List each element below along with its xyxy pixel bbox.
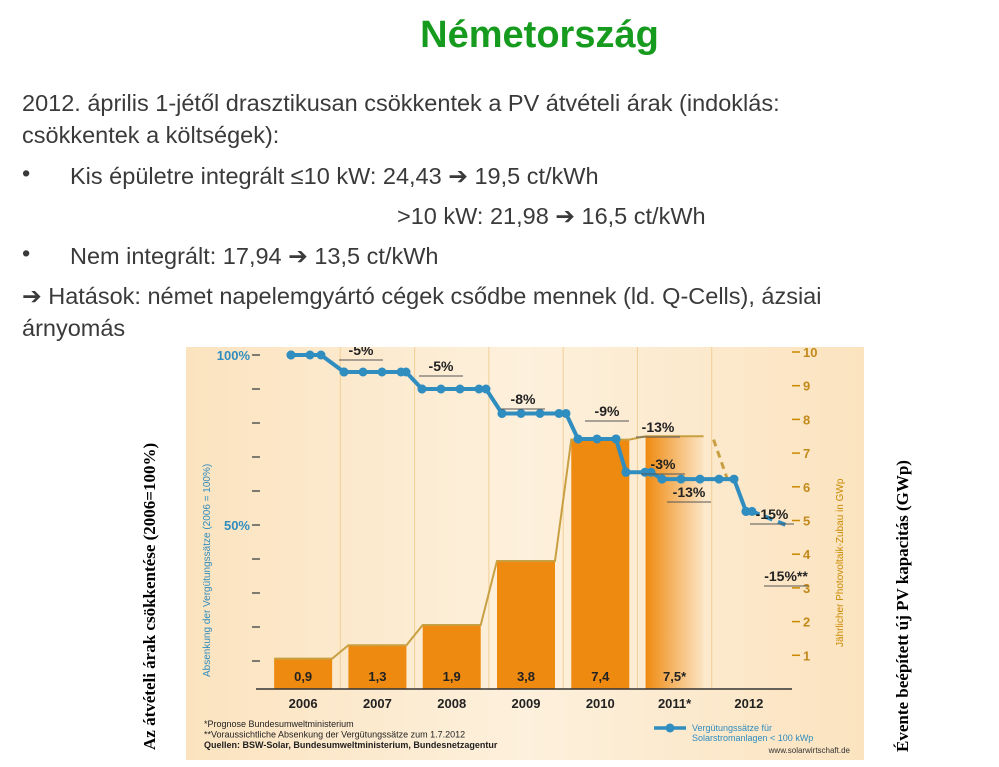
bullet-1-text: Kis épületre integrált ≤10 kW: 24,43 ➔ 1… — [70, 163, 599, 189]
tariff-point — [481, 384, 491, 394]
tariff-point — [741, 506, 751, 516]
intro-line-1: 2012. április 1-jétől drasztikusan csökk… — [22, 90, 780, 116]
tariff-point — [657, 474, 667, 484]
right-axis-label: 7 — [803, 446, 810, 461]
left-axis-label: 100% — [217, 348, 251, 363]
tariff-point — [611, 434, 621, 444]
tariff-point — [377, 367, 387, 377]
right-axis-label: 6 — [803, 480, 810, 495]
bar-2009 — [497, 560, 555, 689]
chart-svg: 100% 50% Absenkung der Vergütungssätze (20… — [186, 342, 864, 760]
x-tick-label: 2006 — [289, 696, 318, 711]
x-tick-label: 2008 — [437, 696, 466, 711]
bullet-2-dot: • — [22, 240, 31, 266]
x-tick-label: 2009 — [512, 696, 541, 711]
right-axis-label: 8 — [803, 412, 810, 427]
right-axis-label: 9 — [803, 379, 810, 394]
bar-2010 — [571, 439, 630, 689]
bar-label: 0,9 — [294, 669, 312, 684]
tariff-point — [695, 474, 705, 484]
step-label: -15% — [756, 506, 789, 522]
right-axis-label: 1 — [803, 648, 810, 663]
tariff-point — [516, 408, 526, 418]
left-axis-title: Absenkung der Vergütungssätze (2006 = 10… — [202, 464, 213, 677]
bullet-1-dot: • — [22, 160, 31, 186]
step-label: -5% — [429, 358, 454, 374]
footnote: **Voraussichtliche Absenkung der Vergütu… — [204, 730, 465, 740]
bar-label: 7,5* — [663, 669, 687, 684]
step-label: -5% — [349, 347, 374, 358]
tariff-point — [396, 367, 406, 377]
x-tick-label: 2011* — [658, 696, 692, 711]
tariff-point — [535, 408, 545, 418]
source-url: www.solarwirtschaft.de — [768, 746, 851, 755]
right-axis-caption: Évente beépített új PV kapacitás (GWp) — [893, 460, 912, 752]
x-tick-label: 2007 — [363, 696, 392, 711]
intro-line-2: csökkentek a költségek): — [22, 122, 280, 148]
tariff-point — [573, 434, 583, 444]
tariff-point — [417, 384, 427, 394]
right-axis-title: Jährlicher Photovoltaik-Zubau in GWp — [835, 478, 846, 647]
growth-trend-line — [274, 435, 704, 660]
growth-projection — [712, 439, 731, 484]
tariff-point — [729, 474, 739, 484]
effects-line-1: ➔ Hatások: német napelemgyártó cégek cső… — [22, 283, 822, 309]
right-axis-label: 2 — [803, 615, 810, 630]
right-axis-label: 5 — [803, 514, 810, 529]
step-label: -13% — [673, 484, 706, 500]
bar-label: 1,3 — [368, 669, 386, 684]
bar-2008 — [422, 624, 481, 689]
tariff-point — [455, 384, 465, 394]
effects-line-2: árnyomás — [22, 315, 126, 341]
tariff-point — [621, 467, 631, 477]
chart: 100% 50% Absenkung der Vergütungssätze (20… — [186, 342, 864, 760]
right-axis-label: 3 — [803, 581, 810, 596]
slide-title: Németország — [420, 14, 659, 56]
step-label: -3% — [651, 456, 676, 472]
tariff-point — [339, 367, 349, 377]
footnote: *Prognose Bundesumweltministerium — [204, 719, 354, 729]
tariff-point — [436, 384, 446, 394]
tariff-point — [316, 350, 326, 360]
tariff-point — [554, 408, 564, 418]
bullet-2-text: Nem integrált: 17,94 ➔ 13,5 ct/kWh — [70, 243, 439, 269]
left-axis-caption: Az átvételi árak csökkentése (2006=100%) — [140, 442, 159, 750]
bar-2007 — [348, 645, 407, 689]
legend-text: Solarstromanlagen < 100 kWp — [692, 733, 813, 743]
step-label: -13% — [642, 419, 675, 435]
tariff-point — [358, 367, 368, 377]
bar-label: 7,4 — [591, 669, 610, 684]
legend-text: Vergütungssätze für — [692, 723, 772, 733]
tariff-point — [714, 474, 724, 484]
step-label: -15%** — [764, 568, 808, 584]
right-axis-label: 4 — [803, 547, 811, 562]
bar-label: 3,8 — [517, 669, 535, 684]
tariff-point — [561, 408, 571, 418]
x-tick-label: 2012 — [734, 696, 763, 711]
chart-background — [186, 347, 864, 760]
tariff-point — [286, 350, 296, 360]
tariff-projection — [751, 509, 787, 527]
tariff-point — [474, 384, 484, 394]
x-tick-label: 2010 — [586, 696, 615, 711]
bar-2006 — [274, 658, 333, 689]
right-axis-label: 10 — [803, 347, 817, 360]
left-axis-label: 50% — [224, 518, 250, 533]
tariff-point — [305, 350, 315, 360]
bullet-1-continuation: >10 kW: 21,98 ➔ 16,5 ct/kWh — [397, 203, 706, 229]
tariff-point — [592, 434, 602, 444]
footnote: Quellen: BSW-Solar, Bundesumweltminister… — [204, 740, 498, 750]
tariff-point — [497, 408, 507, 418]
step-label: -8% — [511, 391, 536, 407]
tariff-point — [676, 474, 686, 484]
bar-label: 1,9 — [443, 669, 461, 684]
legend-marker — [665, 723, 675, 733]
tariff-point — [640, 467, 650, 477]
step-label: -9% — [595, 403, 620, 419]
